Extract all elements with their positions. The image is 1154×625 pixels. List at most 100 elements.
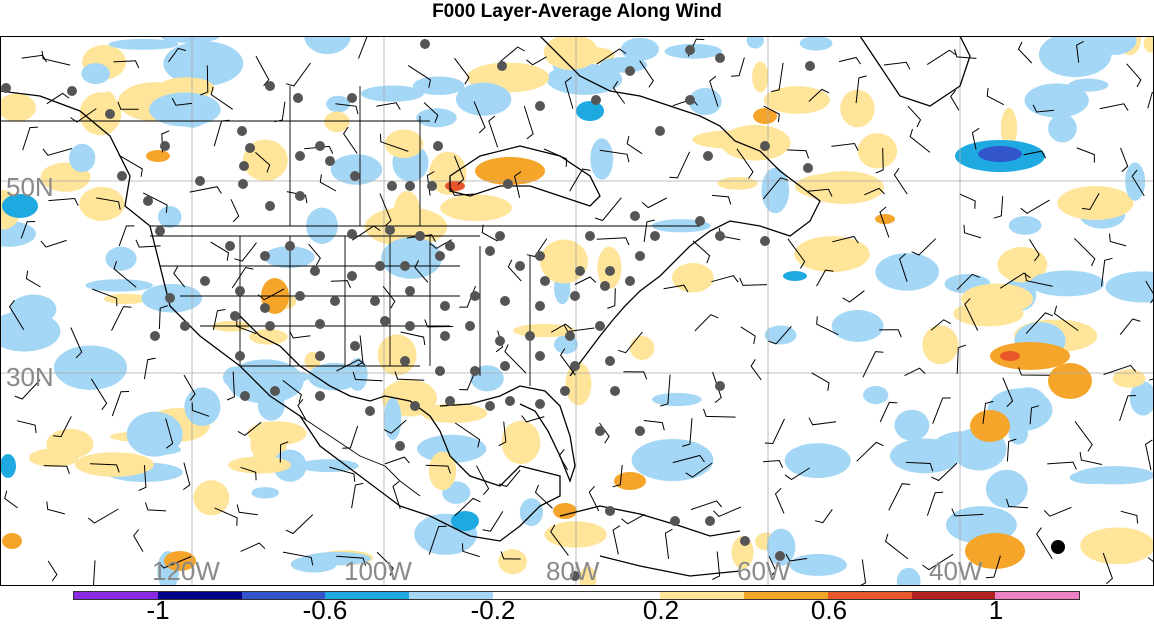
- wind-barb: [932, 397, 951, 424]
- negative-contour: [784, 443, 851, 479]
- wind-barb: [763, 459, 784, 468]
- wind-barb: [771, 62, 784, 93]
- negative-contour: [290, 556, 337, 573]
- wind-barb: [617, 331, 643, 354]
- wind-barb: [526, 238, 548, 258]
- wind-barb: [963, 224, 982, 239]
- wind-barb: [899, 253, 908, 282]
- wind-barb: [46, 501, 65, 515]
- wind-barb: [498, 421, 507, 447]
- wind-barb: [569, 168, 591, 192]
- wind-barb: [488, 115, 499, 148]
- wind-barb: [643, 420, 665, 431]
- positive-contour: [1003, 265, 1025, 280]
- wind-barb: [982, 400, 994, 424]
- wind-barb: [144, 502, 167, 512]
- positive-contour: [498, 549, 528, 575]
- wind-barb: [236, 318, 257, 335]
- wind-barb: [703, 408, 736, 418]
- wind-barb: [383, 419, 407, 434]
- wind-barb: [685, 462, 713, 478]
- wind-barb: [879, 329, 902, 338]
- wind-barb: [831, 142, 859, 151]
- wind-barb: [191, 402, 210, 417]
- wind-barb: [523, 105, 534, 140]
- colorbar-swatch: [74, 592, 158, 599]
- negative-contour: [1024, 83, 1089, 118]
- wind-barb: [168, 47, 187, 63]
- station-marker: [715, 381, 725, 391]
- wind-barb: [43, 465, 70, 474]
- positive-contour: [146, 150, 170, 162]
- wind-barb: [297, 398, 307, 421]
- station-marker: [515, 261, 525, 271]
- station-marker: [500, 361, 510, 371]
- wind-barb: [612, 464, 623, 488]
- colorbar-swatch: [157, 592, 242, 599]
- wind-barb: [352, 371, 383, 382]
- wind-barb: [358, 36, 368, 59]
- wind-barb: [111, 306, 132, 331]
- station-marker: [540, 276, 550, 286]
- lat-label-30n: 30N: [6, 362, 54, 392]
- wind-barb: [626, 135, 643, 155]
- colorbar-swatch: [325, 592, 409, 599]
- wind-barb: [282, 380, 302, 403]
- wind-barb: [90, 378, 108, 411]
- wind-barb: [286, 191, 308, 204]
- wind-barb: [709, 75, 719, 107]
- wind-barb: [70, 108, 97, 123]
- negative-contour: [652, 392, 702, 407]
- station-marker: [470, 291, 480, 301]
- station-marker: [347, 271, 357, 281]
- wind-barb: [459, 374, 475, 391]
- wind-barb: [210, 241, 230, 261]
- station-marker: [240, 391, 250, 401]
- station-marker: [200, 276, 210, 286]
- wind-barb: [558, 448, 569, 471]
- wind-barb: [133, 529, 144, 552]
- wind-barb: [739, 277, 767, 286]
- wind-barb: [455, 422, 481, 448]
- station-marker: [465, 321, 475, 331]
- station-marker: [803, 163, 813, 173]
- station-marker: [445, 396, 455, 406]
- negative-contour: [894, 409, 930, 441]
- station-marker: [685, 95, 695, 105]
- station-marker: [485, 401, 495, 411]
- wind-barb: [257, 288, 285, 301]
- station-marker: [285, 241, 295, 251]
- positive-contour: [501, 420, 541, 465]
- station-marker: [427, 181, 437, 191]
- wind-barb: [1126, 63, 1142, 88]
- wind-barb: [563, 324, 595, 333]
- colorbar-label: -0.2: [470, 595, 516, 625]
- wind-barb: [392, 481, 401, 510]
- station-marker: [570, 361, 580, 371]
- station-marker: [440, 331, 450, 341]
- wind-barb: [423, 102, 439, 123]
- wind-barb: [750, 359, 762, 381]
- station-marker: [705, 516, 715, 526]
- wind-barb: [1102, 552, 1113, 585]
- station-marker: [600, 281, 610, 291]
- wind-barb: [926, 49, 957, 66]
- wind-barb: [930, 319, 951, 331]
- wind-barb: [1018, 367, 1050, 376]
- wind-barb: [639, 60, 654, 88]
- wind-barb: [1029, 405, 1040, 425]
- station-marker: [180, 321, 190, 331]
- wind-barb: [113, 60, 140, 69]
- station-marker: [387, 181, 397, 191]
- wind-barb: [118, 225, 135, 247]
- station-marker: [385, 225, 395, 235]
- wind-barb: [22, 126, 38, 151]
- wind-barb: [453, 155, 465, 185]
- wind-barb: [342, 425, 359, 449]
- station-marker: [230, 311, 240, 321]
- colorbar-swatch: [576, 592, 661, 599]
- wind-barb: [1081, 193, 1100, 211]
- station-marker: [655, 126, 665, 136]
- wind-barb: [588, 485, 600, 512]
- station-marker: [595, 426, 605, 436]
